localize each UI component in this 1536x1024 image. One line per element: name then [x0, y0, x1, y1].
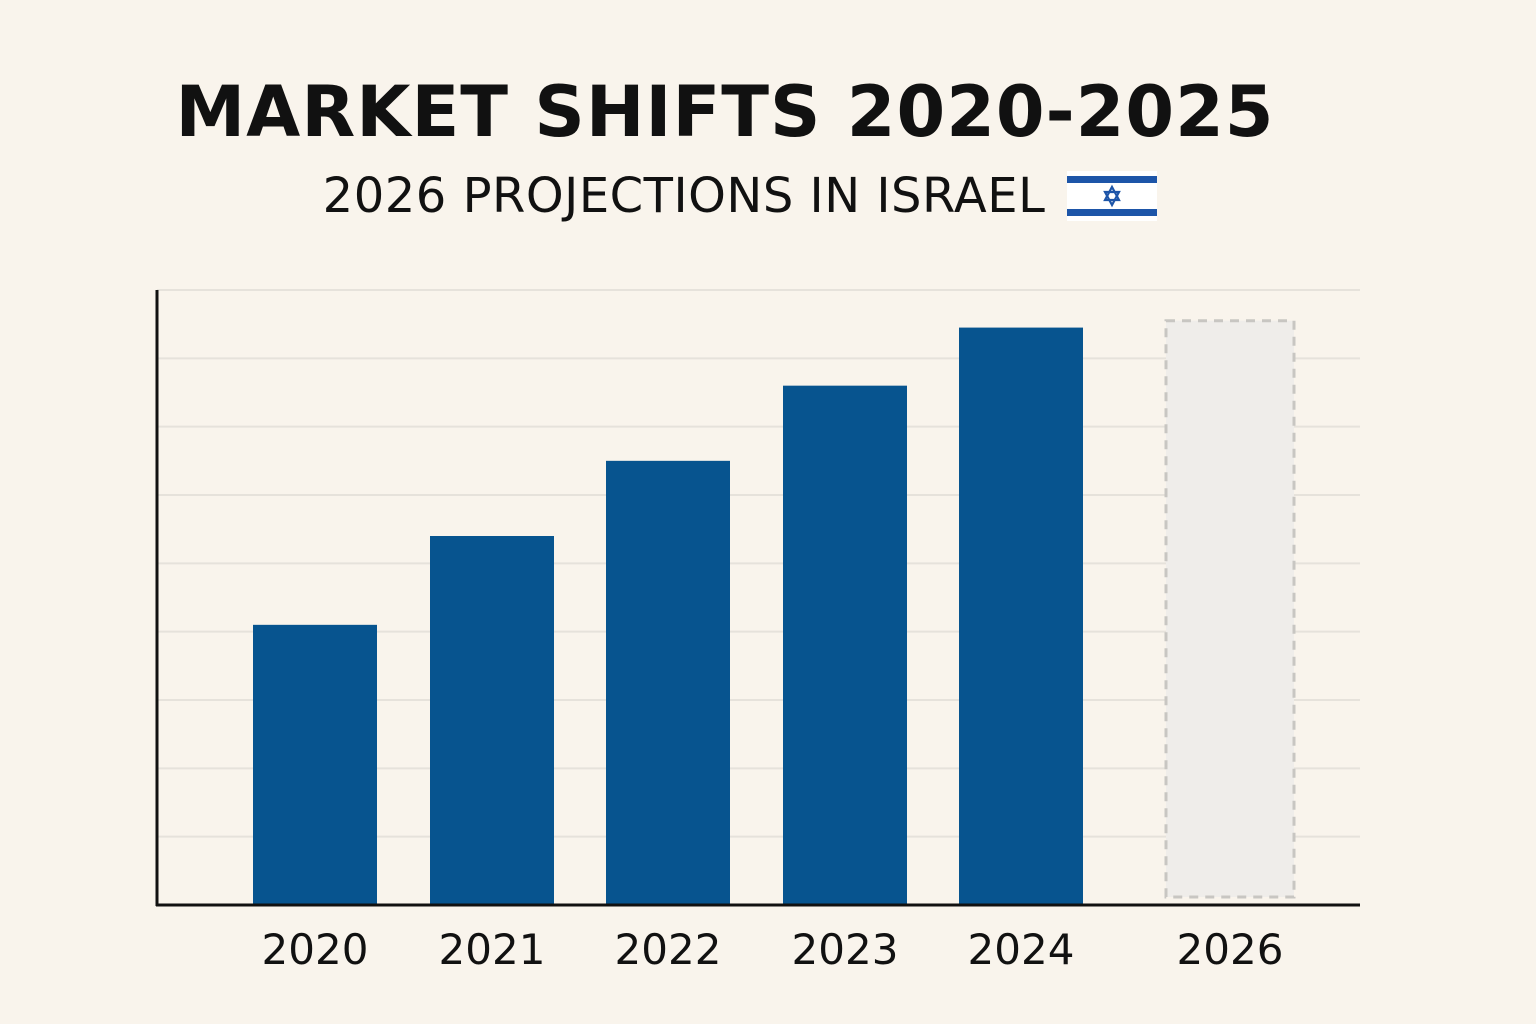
- x-tick-labels: 2020 2021 2022 2023 2024 2026: [262, 925, 1284, 974]
- bar-projection-2026: [1164, 319, 1296, 899]
- bar-2020: [253, 624, 377, 905]
- x-tick-label-2024: 2024: [968, 925, 1075, 974]
- x-tick-label-2020: 2020: [262, 925, 369, 974]
- axes: [155, 290, 1360, 907]
- x-tick-label-2026: 2026: [1177, 925, 1284, 974]
- chart-title: MARKET SHIFTS 2020-2025: [175, 71, 1275, 153]
- x-tick-label-2021: 2021: [439, 925, 546, 974]
- chart-subtitle: 2026 PROJECTIONS IN ISRAEL: [322, 168, 1046, 224]
- flag-bottom-stripe: [1067, 209, 1158, 216]
- israel-flag-icon: [1067, 171, 1158, 221]
- x-tick-label-2022: 2022: [615, 925, 722, 974]
- bar-2021: [430, 536, 554, 905]
- subtitle-row: 2026 PROJECTIONS IN ISRAEL: [0, 166, 1480, 226]
- bars: [253, 319, 1296, 906]
- bar-2024: [959, 327, 1083, 905]
- bar-2022: [606, 460, 730, 905]
- bar-2023: [783, 385, 907, 906]
- x-tick-label-2023: 2023: [792, 925, 899, 974]
- flag-top-stripe: [1067, 176, 1158, 183]
- star-of-david-icon: [1103, 184, 1122, 208]
